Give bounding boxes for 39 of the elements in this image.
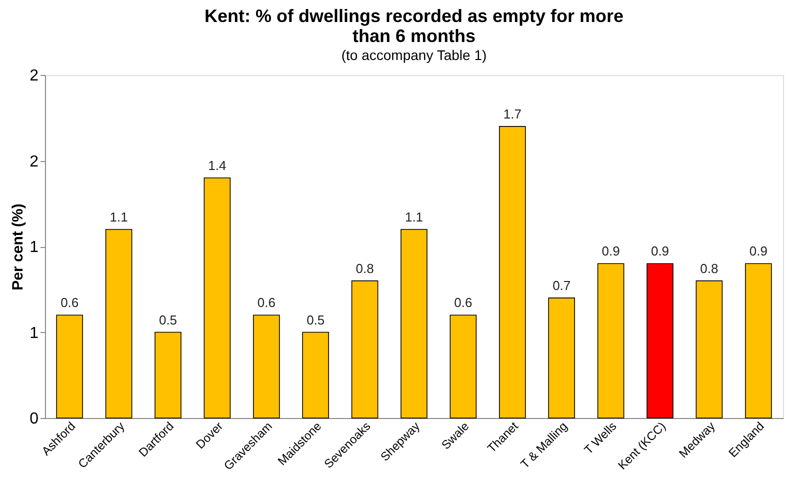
data-label: 0.9 [749,244,768,259]
bar [450,314,477,418]
data-label: 0.6 [60,295,79,310]
bar [351,280,378,418]
data-label: 0.9 [650,244,670,259]
data-label: 0.5 [306,312,325,328]
bar [302,332,329,418]
y-tick-label: 2 [30,68,39,84]
data-label: 0.6 [257,295,276,310]
bar [696,280,723,418]
data-label: 0.7 [552,278,571,293]
bar [105,228,132,418]
bar [253,314,280,418]
text: (to accompany Table 1) [341,47,487,63]
bar [597,263,624,418]
bar [745,263,772,418]
bar [56,314,83,418]
data-label: 1.7 [503,106,522,122]
data-label: 0.8 [356,260,374,276]
y-tick-label: 0 [30,410,39,428]
bar [204,178,231,418]
text: than 6 months [352,26,476,46]
data-label: 0.5 [158,312,178,328]
data-label: 0.8 [700,260,718,276]
bar [154,332,182,418]
bar [400,228,428,418]
data-label: 0.9 [602,244,620,259]
bar [646,263,674,418]
text: Kent: % of dwellings recorded as empty for more [204,6,624,26]
data-label: 1.1 [404,209,424,224]
data-label: 1.4 [208,158,226,173]
y-tick-label: 1 [30,239,39,256]
bar [499,126,526,418]
data-label: 0.6 [454,295,472,310]
data-label: 1.1 [110,209,128,224]
y-axis-title: Per cent (%) [10,204,27,290]
y-tick-label: 2 [30,153,39,170]
y-tick-label: 1 [30,324,39,342]
bar [548,298,575,418]
